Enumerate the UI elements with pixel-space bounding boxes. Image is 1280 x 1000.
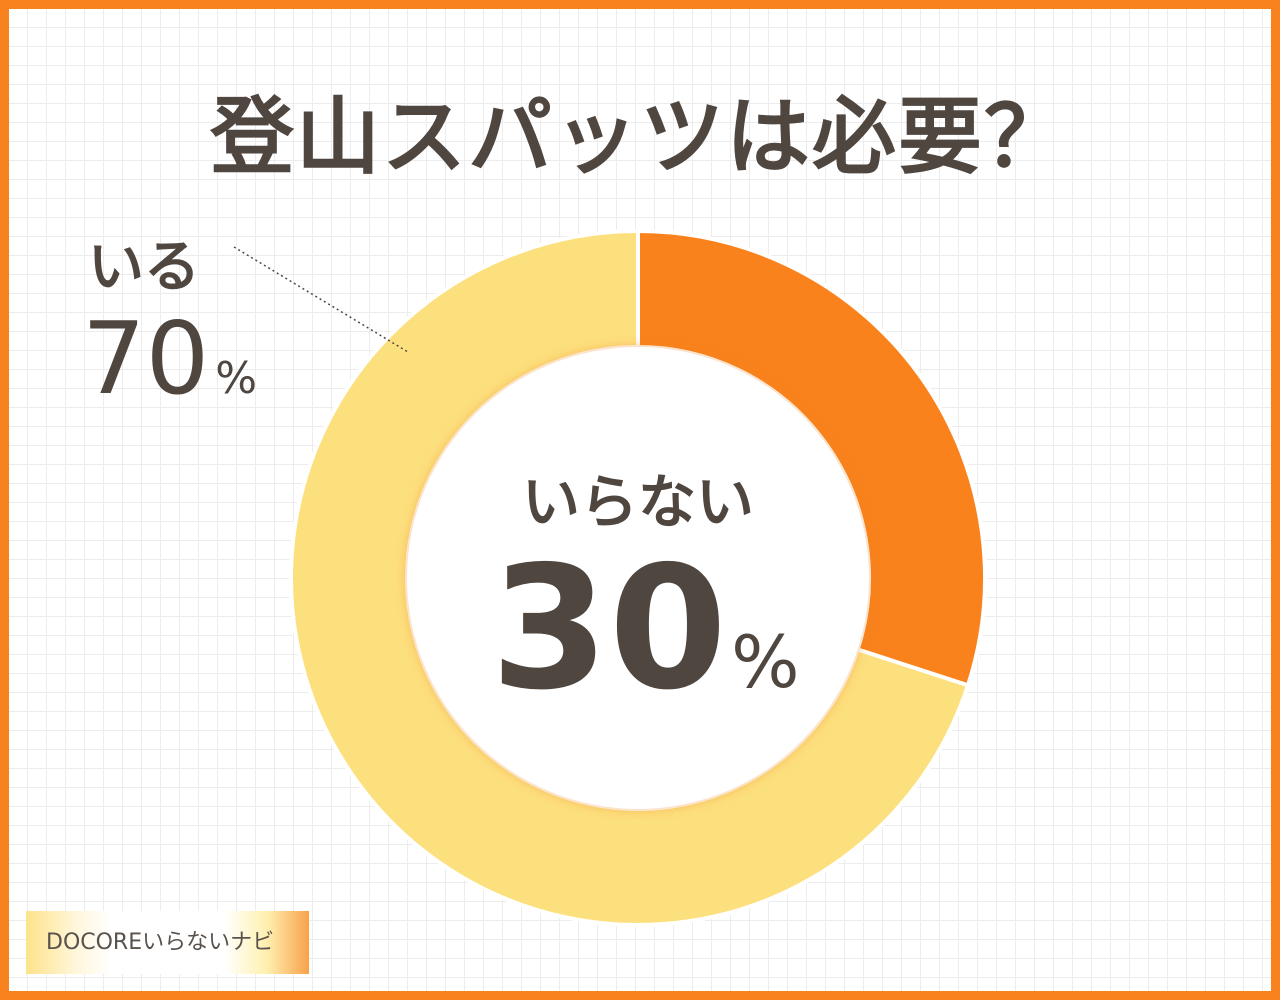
- label-iranai-name: いらない: [521, 468, 754, 536]
- label-iranai-value: 30%: [0, 530, 1280, 728]
- chart-title: 登山スパッツは必要？: [209, 88, 1070, 186]
- donut-hole: [407, 347, 869, 809]
- label-iru-value: 70%: [82, 300, 257, 417]
- label-iru-number: 70: [82, 300, 210, 417]
- label-iru-unit: %: [215, 353, 258, 404]
- label-iranai-unit: %: [731, 620, 800, 704]
- label-iru-name: いる: [88, 235, 200, 300]
- label-iranai-number: 30: [490, 530, 728, 728]
- leader-line: [233, 246, 409, 353]
- logo: DOCOREいらないナビ: [26, 911, 309, 974]
